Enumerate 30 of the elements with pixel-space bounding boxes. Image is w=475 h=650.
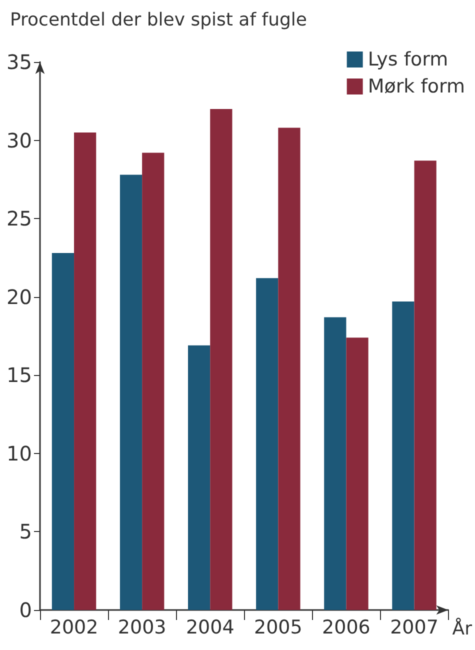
bar: [210, 108, 232, 610]
y-tick-label: 0: [19, 598, 32, 622]
bar: [120, 174, 142, 610]
bar: [142, 152, 164, 610]
y-tick-label: 15: [6, 363, 32, 388]
bar: [346, 338, 368, 610]
y-tick-label: 10: [6, 441, 32, 466]
x-tick-label: 2003: [118, 616, 166, 638]
y-tick-label: 5: [19, 520, 32, 544]
bar: [52, 253, 74, 610]
bar: [324, 317, 346, 610]
bar: [256, 278, 278, 610]
bar: [74, 132, 96, 610]
y-tick-label: 25: [6, 206, 32, 231]
x-tick-label: 2002: [50, 616, 98, 638]
bar: [392, 302, 414, 610]
y-tick-label: 30: [6, 128, 32, 152]
y-tick-label: 20: [6, 284, 32, 309]
chart-title: Procentdel der blev spist af fugle: [10, 10, 308, 30]
legend-label: Mørk form: [368, 76, 465, 98]
bar: [278, 128, 300, 610]
x-tick-label: 2007: [390, 616, 438, 638]
x-tick-label: 2005: [254, 616, 302, 638]
y-tick-label: 35: [6, 50, 32, 74]
x-axis-title: År: [452, 618, 473, 640]
x-tick-label: 2006: [322, 616, 370, 638]
bar: [188, 345, 210, 610]
legend-label: Lys form: [368, 48, 448, 70]
bar: [414, 160, 436, 610]
x-tick-label: 2004: [186, 616, 234, 638]
